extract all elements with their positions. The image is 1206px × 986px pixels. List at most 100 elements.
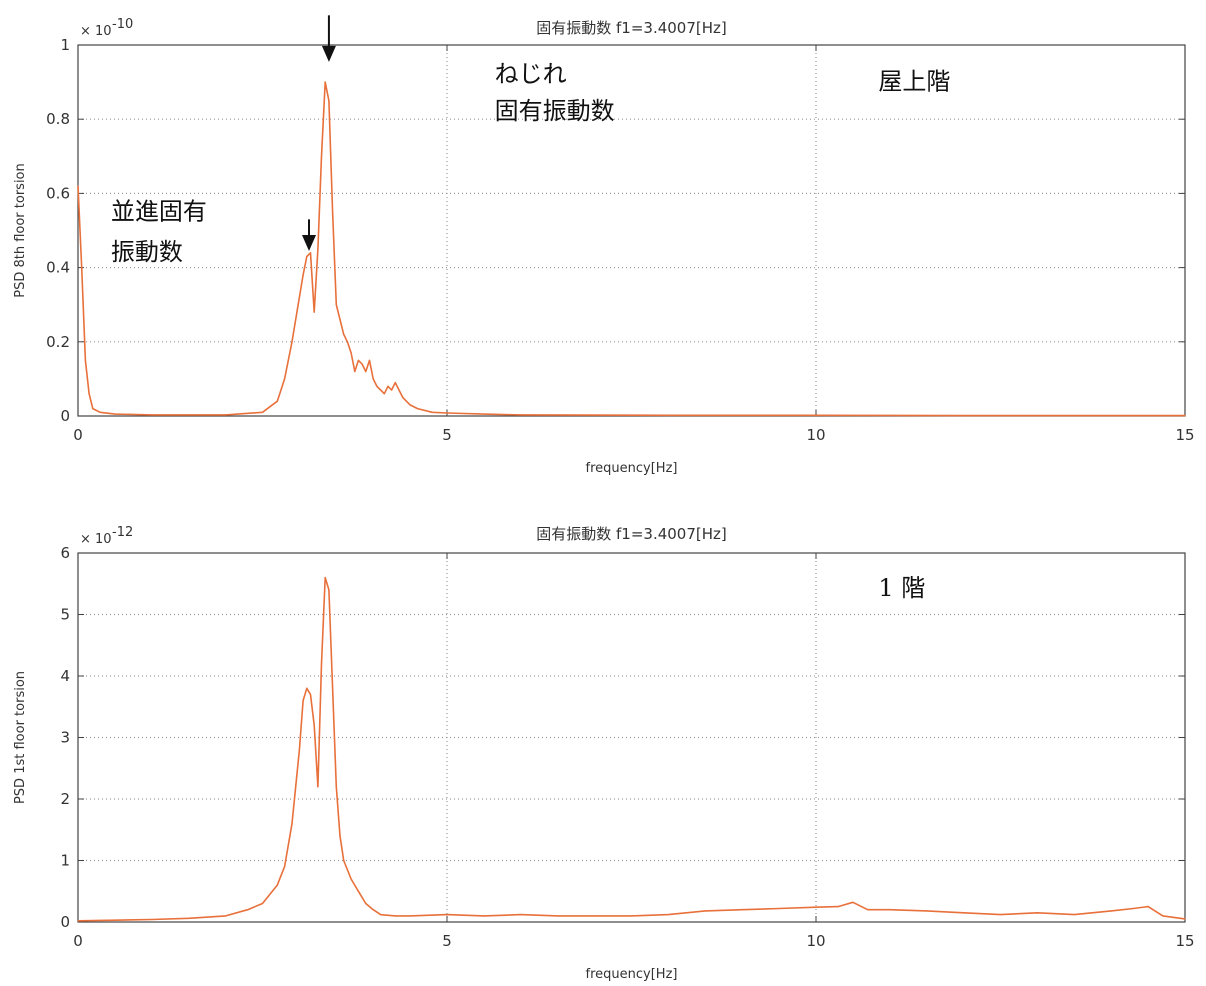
series-point <box>520 414 522 416</box>
series-point <box>151 414 153 416</box>
series-point <box>394 382 396 384</box>
y-multiplier: × 10 <box>80 24 112 39</box>
series-point <box>225 414 227 416</box>
x-tick-label: 0 <box>73 932 83 950</box>
series-point <box>332 687 334 689</box>
series-point <box>594 915 596 917</box>
series-point <box>667 914 670 916</box>
series-point <box>339 318 341 321</box>
series-point <box>350 878 352 880</box>
series-point <box>284 866 286 868</box>
series-point <box>483 915 485 917</box>
series-point <box>630 915 633 917</box>
y-exponent: -10 <box>112 17 133 32</box>
series-point <box>1036 912 1038 914</box>
y-tick-label: 4 <box>60 667 70 685</box>
chart-title: 固有振動数 f1=3.4007[Hz] <box>536 19 727 37</box>
series-point <box>291 823 293 825</box>
x-tick-label: 15 <box>1175 932 1194 950</box>
series-point <box>317 786 319 788</box>
series-point <box>261 411 264 413</box>
series-point <box>302 700 304 702</box>
series-point <box>354 370 356 373</box>
series-point <box>320 155 323 157</box>
series-point <box>335 304 337 306</box>
y-tick-label: 2 <box>60 790 70 808</box>
series-point <box>1184 918 1186 920</box>
series-point <box>346 341 348 343</box>
series-point <box>402 396 404 398</box>
plot-frame <box>77 44 1186 417</box>
series-point <box>92 408 94 410</box>
y-tick-label: 1 <box>60 852 70 870</box>
series-point <box>298 749 300 751</box>
series-point <box>1132 907 1134 910</box>
x-axis-label: frequency[Hz] <box>586 967 678 982</box>
series-point <box>306 687 308 689</box>
series-point <box>380 914 382 916</box>
y-tick-label: 0.8 <box>46 110 70 128</box>
annotation-text: ねじれ <box>495 60 567 88</box>
series-point <box>339 835 341 837</box>
series-point <box>306 255 308 258</box>
series-point <box>298 296 300 298</box>
series-point <box>963 415 965 417</box>
series-point <box>1073 914 1075 916</box>
series-point <box>1162 915 1164 917</box>
series-point <box>81 267 83 269</box>
y-tick-label: 5 <box>60 606 70 624</box>
series-point <box>372 378 374 380</box>
series-point <box>963 912 965 914</box>
y-tick-label: 0.6 <box>46 184 70 202</box>
series-point <box>398 389 400 391</box>
series-point <box>324 577 326 579</box>
series-point <box>365 370 367 373</box>
series-point <box>815 414 817 416</box>
series-point <box>88 393 90 395</box>
series-point <box>380 389 382 391</box>
series-point <box>667 414 670 416</box>
series-point <box>302 274 304 276</box>
series-point <box>852 901 854 903</box>
series-point <box>409 404 411 406</box>
series-point <box>328 589 330 591</box>
series-point <box>313 311 315 313</box>
series-point <box>361 363 363 365</box>
series-point <box>261 902 264 905</box>
series-point <box>291 341 293 343</box>
series-point <box>324 81 326 83</box>
series-point <box>84 359 86 361</box>
series-point <box>704 910 706 912</box>
series-point <box>446 914 448 916</box>
series-point <box>317 248 319 250</box>
series-point <box>1110 910 1112 912</box>
series-point <box>343 859 345 862</box>
series-point <box>151 918 153 921</box>
annotation-text: 固有振動数 <box>495 97 615 125</box>
annotation-text: 屋上階 <box>878 68 950 96</box>
series-point <box>114 413 116 415</box>
series-point <box>383 393 385 395</box>
series-line <box>77 81 1185 417</box>
series-point <box>376 385 378 387</box>
series-point <box>365 902 367 905</box>
series-point <box>350 352 352 354</box>
y-tick-label: 0.4 <box>46 259 70 277</box>
x-tick-label: 10 <box>806 932 825 950</box>
x-tick-label: 5 <box>442 932 452 950</box>
y-tick-label: 0.2 <box>46 333 70 351</box>
y-axis-label: PSD 8th floor torsion <box>13 163 28 298</box>
series-point <box>368 359 371 361</box>
series-point <box>332 211 334 213</box>
annotation-arrowhead <box>321 45 336 62</box>
series-point <box>99 411 101 413</box>
series-point <box>114 919 116 921</box>
x-tick-label: 5 <box>442 426 452 444</box>
y-multiplier: × 10 <box>80 532 112 547</box>
series-point <box>309 252 312 254</box>
x-axis-label: frequency[Hz] <box>586 461 678 476</box>
series-point <box>372 909 374 911</box>
series-point <box>557 915 559 917</box>
series-point <box>77 185 79 187</box>
